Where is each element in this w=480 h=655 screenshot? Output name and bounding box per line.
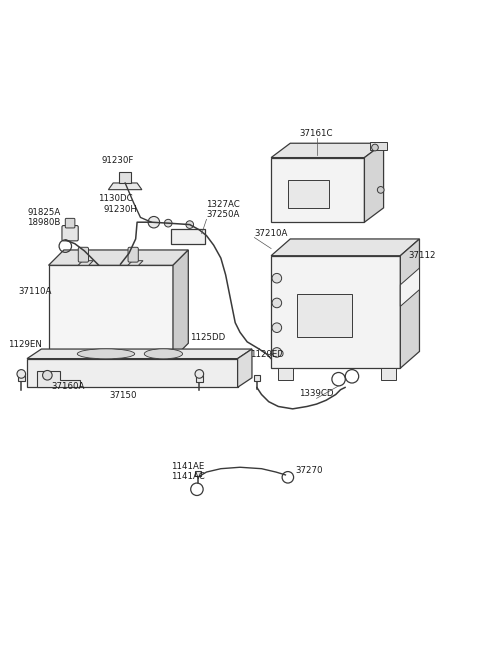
- Text: 1129EN: 1129EN: [8, 340, 42, 349]
- Text: 1141AE: 1141AE: [170, 462, 204, 471]
- Text: 1339CD: 1339CD: [300, 389, 334, 398]
- Text: 37161C: 37161C: [300, 130, 333, 138]
- Polygon shape: [271, 143, 384, 158]
- Circle shape: [272, 323, 282, 333]
- Ellipse shape: [77, 349, 135, 359]
- Polygon shape: [271, 255, 400, 368]
- Text: 37160A: 37160A: [51, 382, 84, 390]
- Text: 91230F: 91230F: [102, 156, 134, 165]
- Polygon shape: [364, 143, 384, 222]
- Circle shape: [195, 369, 204, 378]
- Polygon shape: [48, 250, 188, 265]
- FancyBboxPatch shape: [78, 248, 88, 262]
- Text: 1141AC: 1141AC: [170, 472, 204, 481]
- Text: 37250A: 37250A: [206, 210, 240, 219]
- Circle shape: [186, 221, 193, 229]
- Circle shape: [377, 187, 384, 193]
- Polygon shape: [400, 239, 420, 368]
- Polygon shape: [238, 349, 252, 387]
- FancyBboxPatch shape: [370, 141, 387, 151]
- Polygon shape: [271, 158, 364, 222]
- Circle shape: [148, 216, 159, 228]
- FancyBboxPatch shape: [298, 294, 352, 337]
- Circle shape: [372, 144, 378, 151]
- FancyBboxPatch shape: [119, 172, 132, 183]
- Circle shape: [164, 219, 172, 227]
- FancyBboxPatch shape: [65, 218, 75, 228]
- Text: 37150: 37150: [109, 391, 136, 400]
- Text: 1129ED: 1129ED: [250, 350, 284, 358]
- Polygon shape: [128, 261, 143, 265]
- Polygon shape: [78, 261, 93, 265]
- Text: 1130DC: 1130DC: [98, 194, 132, 203]
- Circle shape: [272, 273, 282, 283]
- FancyBboxPatch shape: [62, 225, 78, 241]
- Polygon shape: [108, 183, 142, 190]
- Ellipse shape: [144, 349, 182, 359]
- Polygon shape: [271, 239, 420, 255]
- Text: 1327AC: 1327AC: [206, 200, 240, 209]
- FancyBboxPatch shape: [128, 248, 138, 262]
- Circle shape: [272, 298, 282, 308]
- Text: 37110A: 37110A: [19, 288, 52, 297]
- Polygon shape: [36, 371, 80, 387]
- Circle shape: [17, 369, 25, 378]
- Text: 37270: 37270: [295, 466, 323, 475]
- Polygon shape: [400, 268, 420, 307]
- Polygon shape: [18, 375, 24, 381]
- Text: 37112: 37112: [408, 252, 436, 261]
- Circle shape: [272, 348, 282, 357]
- Text: 91230H: 91230H: [103, 204, 137, 214]
- Polygon shape: [254, 375, 260, 381]
- FancyBboxPatch shape: [171, 229, 204, 244]
- Polygon shape: [48, 265, 173, 358]
- Text: 91825A: 91825A: [27, 208, 60, 217]
- Polygon shape: [27, 358, 238, 387]
- Polygon shape: [195, 470, 202, 476]
- Polygon shape: [278, 368, 293, 380]
- Polygon shape: [27, 349, 252, 358]
- FancyBboxPatch shape: [288, 180, 328, 208]
- Text: 1125DD: 1125DD: [190, 333, 225, 342]
- Polygon shape: [173, 250, 188, 358]
- Circle shape: [43, 371, 52, 380]
- Text: 18980B: 18980B: [27, 218, 60, 227]
- Text: 37210A: 37210A: [254, 229, 288, 238]
- Polygon shape: [196, 375, 203, 382]
- Polygon shape: [381, 368, 396, 380]
